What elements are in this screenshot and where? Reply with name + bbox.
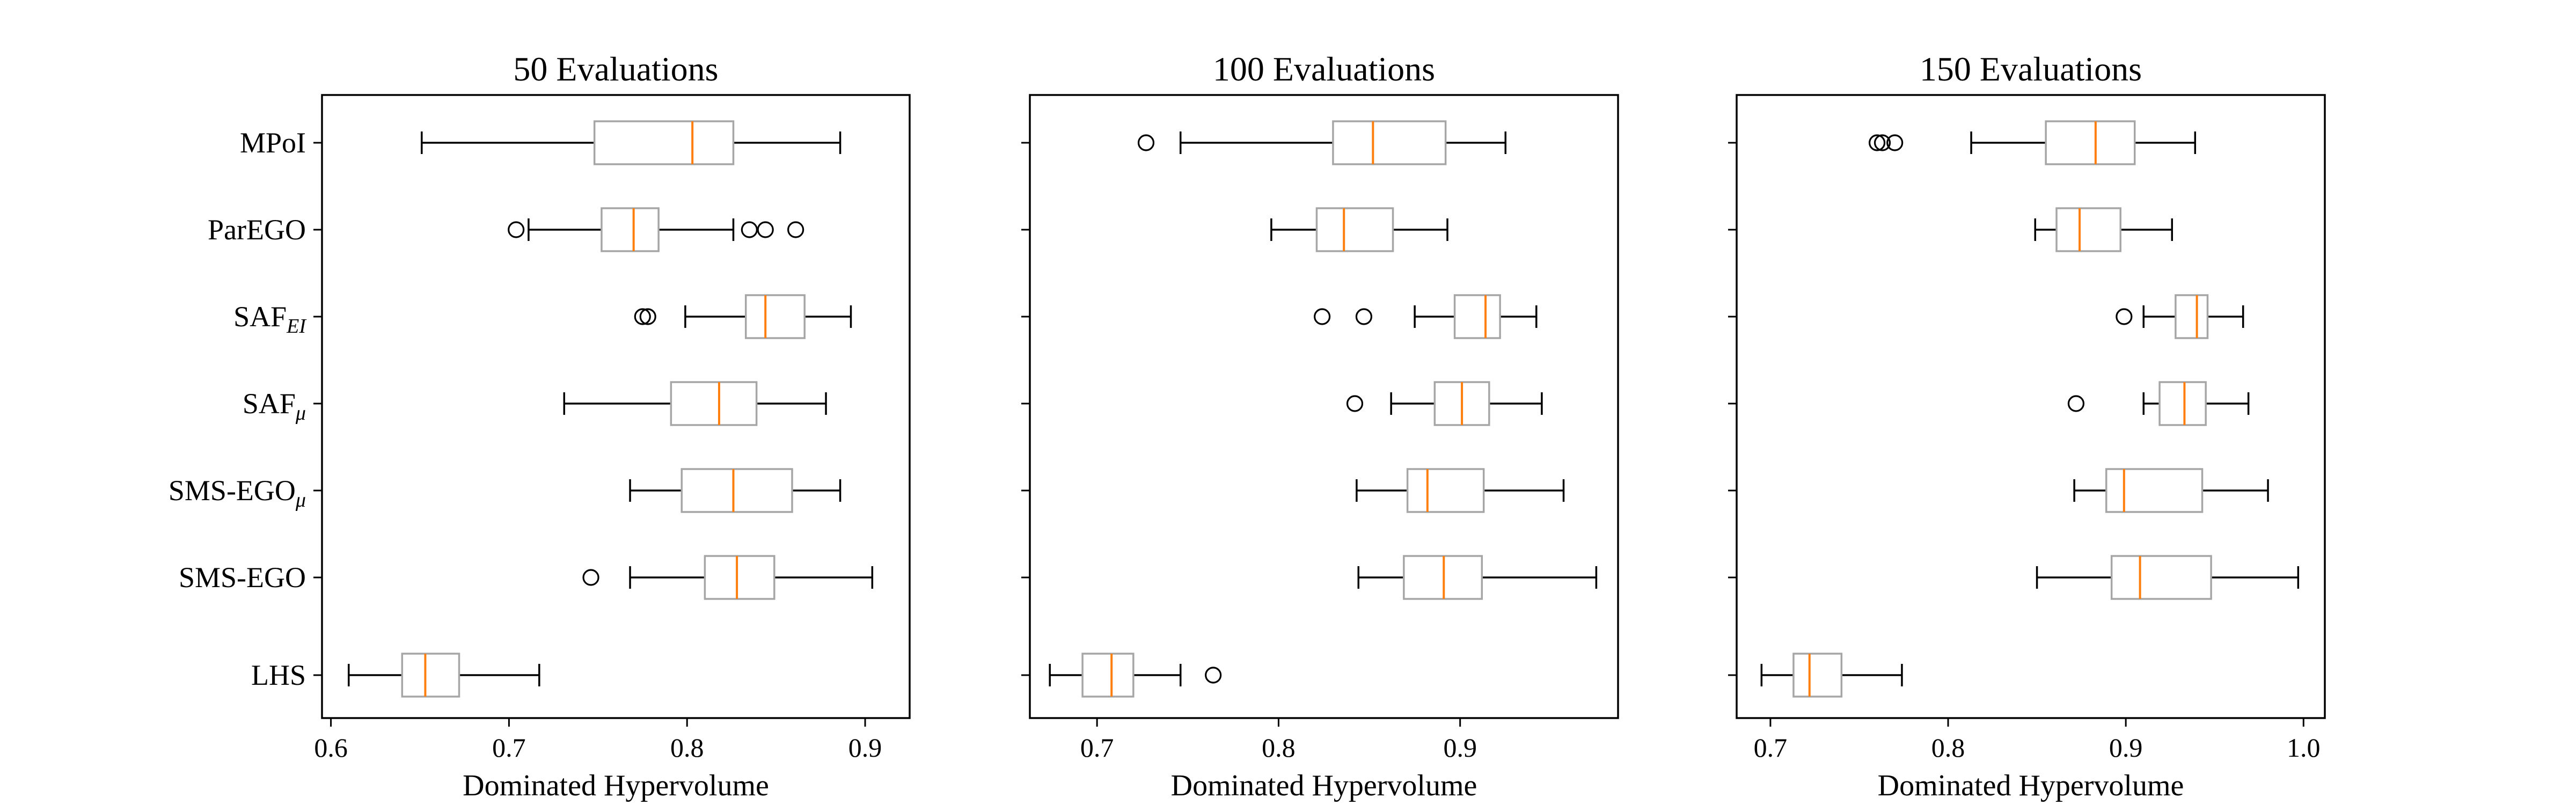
iqr-box	[401, 653, 460, 698]
box-4	[563, 381, 827, 426]
category-label: MPoI	[240, 127, 306, 159]
x-tick-label: 0.7	[1080, 733, 1114, 763]
x-axis-label: Dominated Hypervolume	[463, 769, 769, 802]
iqr-box	[680, 468, 793, 513]
category-label: SAFμ	[243, 387, 306, 425]
outlier-point	[741, 221, 758, 238]
box-5	[1356, 468, 1565, 513]
x-tick-label: 0.6	[314, 733, 348, 763]
category-name: SMS-EGO	[179, 561, 306, 594]
iqr-box	[2175, 294, 2209, 339]
category-label: SMS-EGO	[179, 561, 306, 594]
outlier-point	[508, 221, 525, 238]
box-7	[1760, 653, 1903, 698]
category-subscript: μ	[295, 489, 306, 511]
box-6	[1357, 555, 1598, 600]
axes-frame	[1029, 94, 1619, 719]
x-tick-label: 0.7	[1754, 733, 1788, 763]
box-2	[2034, 207, 2173, 252]
box-4	[1346, 381, 1543, 426]
iqr-box	[2110, 555, 2212, 600]
category-name: MPoI	[240, 127, 306, 159]
x-tick-label: 0.8	[670, 733, 704, 763]
iqr-box	[1315, 207, 1394, 252]
outlier-point	[1886, 134, 1904, 151]
box-2	[508, 207, 804, 252]
panel-2: 100 Evaluations 0.7 0.8 0.9 Dominated Hyperv…	[1021, 50, 1619, 802]
iqr-box	[2045, 120, 2136, 165]
box-3	[634, 294, 852, 339]
x-axis-label: Dominated Hypervolume	[1171, 769, 1477, 802]
outlier-point	[2067, 395, 2085, 412]
x-tick-label: 0.9	[848, 733, 882, 763]
box-1	[1868, 120, 2197, 165]
panel-title: 150 Evaluations	[1920, 50, 2142, 88]
outlier-point	[1874, 134, 1891, 151]
box-5	[2073, 468, 2269, 513]
x-tick-label: 0.9	[2109, 733, 2143, 763]
iqr-box	[2055, 207, 2121, 252]
box-5	[629, 468, 841, 513]
category-name: LHS	[251, 659, 306, 691]
outlier-point	[1868, 134, 1886, 151]
box-3	[2116, 294, 2244, 339]
category-name: SAF	[233, 301, 287, 333]
iqr-box	[744, 294, 806, 339]
x-tick-label: 1.0	[2287, 733, 2321, 763]
panel-title: 50 Evaluations	[513, 50, 718, 88]
outlier-point	[757, 221, 774, 238]
iqr-box	[2158, 381, 2207, 426]
outlier-point	[1314, 308, 1331, 325]
iqr-box	[2105, 468, 2204, 513]
panel-3: 150 Evaluations 0.7 0.8 0.9 1.0 Dominated Hyp…	[1728, 50, 2326, 802]
iqr-box	[1406, 468, 1485, 513]
outlier-point	[1205, 667, 1222, 684]
x-tick-label: 0.7	[492, 733, 526, 763]
box-4	[2067, 381, 2250, 426]
box-1	[1137, 120, 1507, 165]
category-subscript: EI	[286, 315, 307, 338]
box-6	[2036, 555, 2300, 600]
x-tick-label: 0.8	[1931, 733, 1965, 763]
box-6	[582, 555, 874, 600]
axes-frame	[321, 94, 911, 719]
iqr-box	[1081, 653, 1135, 698]
category-label: SMS-EGOμ	[169, 474, 306, 511]
iqr-box	[1332, 120, 1447, 165]
category-label: ParEGO	[208, 214, 306, 246]
box-1	[421, 120, 841, 165]
outlier-point	[1355, 308, 1373, 325]
outlier-point	[2116, 308, 2133, 325]
outlier-point	[582, 569, 599, 586]
x-axis-label: Dominated Hypervolume	[1878, 769, 2184, 802]
x-tick-label: 0.9	[1443, 733, 1477, 763]
box-7	[1049, 653, 1222, 698]
outlier-point	[1346, 395, 1364, 412]
category-name: ParEGO	[208, 214, 306, 246]
iqr-box	[1453, 294, 1501, 339]
iqr-box	[670, 381, 758, 426]
iqr-box	[1792, 653, 1843, 698]
axes-frame	[1736, 94, 2326, 719]
iqr-box	[704, 555, 775, 600]
category-name: SMS-EGO	[169, 474, 296, 507]
category-label: LHS	[251, 659, 306, 691]
outlier-point	[634, 308, 651, 325]
category-subscript: μ	[295, 402, 306, 425]
outlier-point	[1137, 134, 1155, 151]
category-name: SAF	[243, 387, 296, 420]
box-2	[1270, 207, 1448, 252]
panel-title: 100 Evaluations	[1213, 50, 1435, 88]
outlier-point	[639, 308, 656, 325]
iqr-box	[593, 120, 735, 165]
box-3	[1314, 294, 1538, 339]
box-7	[348, 653, 540, 698]
x-tick-label: 0.8	[1262, 733, 1296, 763]
iqr-box	[601, 207, 660, 252]
panel-1: 50 Evaluations 0.6 0.7 0.8 0.9 Dominated Hype…	[313, 50, 911, 802]
outlier-point	[787, 221, 804, 238]
category-label: SAFEI	[233, 301, 307, 338]
